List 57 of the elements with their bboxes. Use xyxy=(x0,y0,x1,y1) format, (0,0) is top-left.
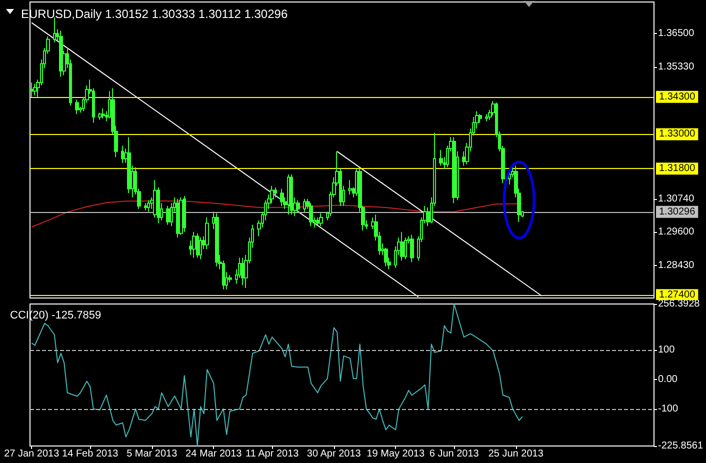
candlestick xyxy=(280,188,284,207)
candlestick xyxy=(319,212,323,227)
candlestick xyxy=(309,202,313,227)
candlestick xyxy=(287,174,290,216)
candlestick xyxy=(98,112,102,120)
ref-line-label: 1.34300 xyxy=(659,91,696,102)
ref-line-label: 1.27400 xyxy=(659,290,696,301)
x-tick-label: 11 Apr 2013 xyxy=(246,448,300,460)
y-tick-label: 1.30740 xyxy=(658,194,695,205)
candlestick xyxy=(144,202,147,211)
candlestick xyxy=(147,200,150,212)
candlestick xyxy=(384,247,388,267)
candlestick xyxy=(303,198,306,212)
x-tick-label: 19 May 2013 xyxy=(366,448,425,460)
candlestick xyxy=(199,237,202,260)
candlestick xyxy=(348,180,352,196)
candlestick xyxy=(290,174,293,216)
ref-line-label: 1.31800 xyxy=(659,163,696,174)
x-tick-label: 6 Jun 2013 xyxy=(429,448,480,460)
candlestick xyxy=(59,30,63,78)
x-tick-label: 25 Jun 2013 xyxy=(488,448,544,460)
candlestick xyxy=(101,108,105,119)
ref-line-label: 1.30296 xyxy=(659,206,696,218)
candlestick xyxy=(452,136,456,204)
candlestick xyxy=(121,145,124,164)
x-tick-label: 5 Mar 2013 xyxy=(126,448,178,460)
candlestick xyxy=(439,150,443,166)
y-tick-label: -100 xyxy=(658,403,678,414)
y-tick-label: -225.8561 xyxy=(658,440,704,452)
candlestick xyxy=(316,217,319,226)
candlestick xyxy=(33,83,37,96)
candlestick xyxy=(192,231,196,258)
y-tick-label: 1.29600 xyxy=(658,226,695,238)
y-tick-label: 1.36500 xyxy=(658,28,695,40)
y-tick-label: 100 xyxy=(658,344,676,356)
candlestick xyxy=(75,99,79,115)
y-tick-label: 0.00 xyxy=(658,374,678,385)
candlestick xyxy=(183,195,186,232)
candlestick xyxy=(30,82,33,98)
candlestick xyxy=(196,232,199,258)
candlestick xyxy=(215,212,219,267)
x-tick-label: 24 Mar 2013 xyxy=(186,448,242,460)
line-series xyxy=(31,200,523,228)
candlestick xyxy=(166,206,170,226)
candlestick xyxy=(179,196,183,236)
candlestick xyxy=(205,217,209,250)
candlestick xyxy=(485,114,488,122)
y-tick-label: 1.35330 xyxy=(658,62,695,73)
candlestick xyxy=(127,136,131,194)
x-tick-label: 30 Apr 2013 xyxy=(306,448,362,460)
y-tick-label: 1.28430 xyxy=(658,260,695,272)
candlestick xyxy=(410,234,414,263)
x-tick-label: 27 Jan 2013 xyxy=(4,448,60,460)
candlestick xyxy=(296,200,300,212)
x-tick-label: 14 Feb 2013 xyxy=(62,448,119,460)
candlestick xyxy=(400,231,404,262)
ref-line-label: 1.33000 xyxy=(659,128,696,140)
